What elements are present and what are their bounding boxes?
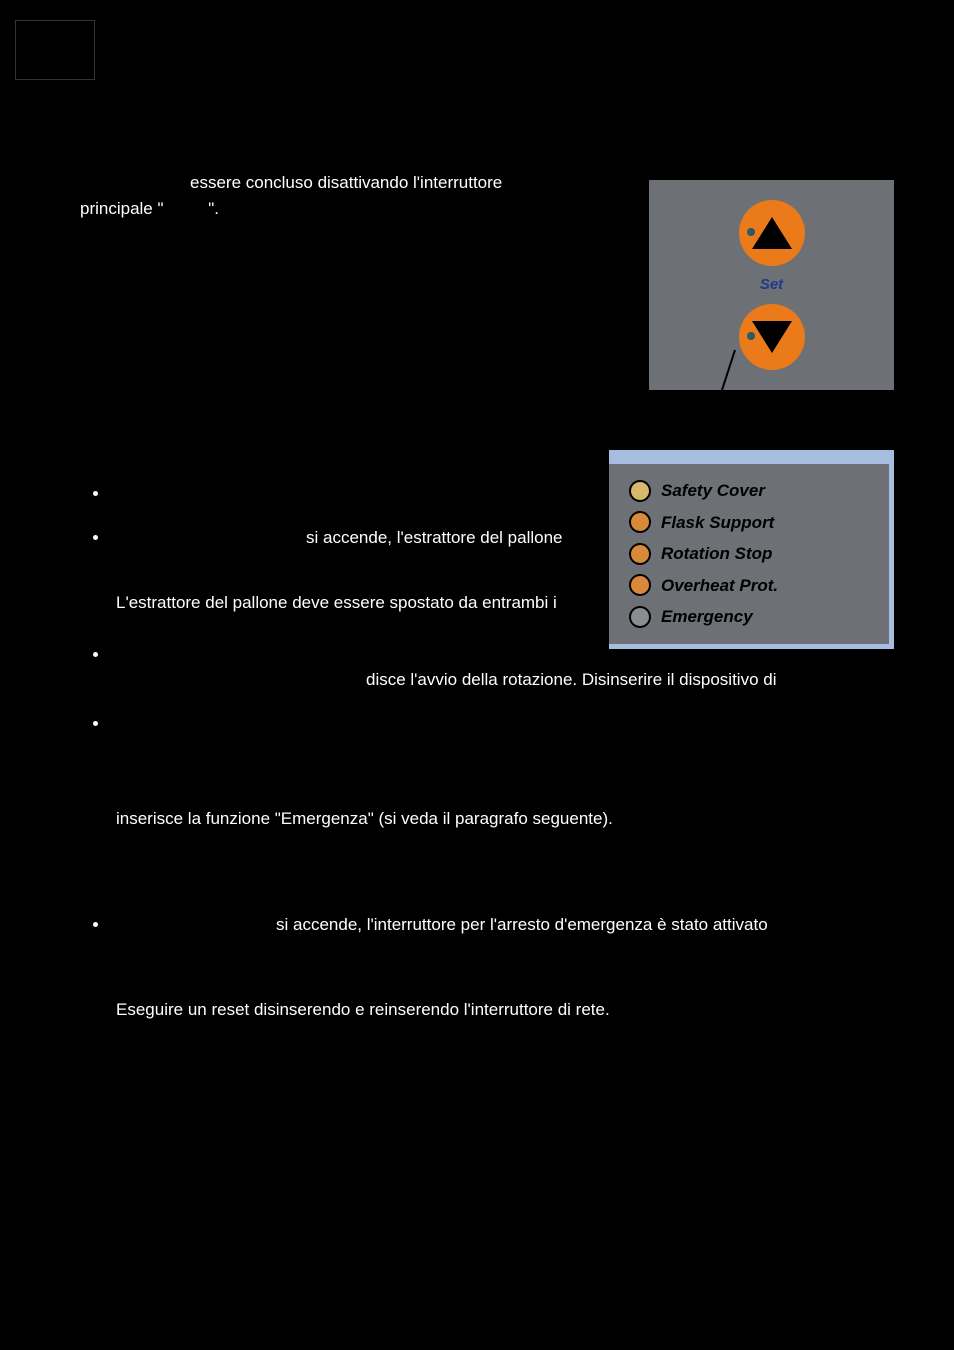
- text-block: inserisce la funzione "Emergenza" (si ve…: [116, 806, 894, 832]
- list-item: si accende, l'estrattore del pallone L'e…: [110, 525, 894, 616]
- text-fragment: ".: [208, 199, 219, 218]
- list-item: inserisce la funzione "Emergenza" (si ve…: [110, 711, 894, 832]
- text-fragment: [116, 711, 894, 737]
- text-fragment: si accende, l'interruttore per l'arresto…: [276, 915, 768, 934]
- text-block: Eseguire un reset disinserendo e reinser…: [116, 997, 894, 1023]
- text-block: L'estrattore del pallone deve essere spo…: [116, 590, 596, 616]
- list-item: [110, 481, 894, 507]
- intro-paragraph: essere concluso disattivando l'interrutt…: [80, 170, 600, 221]
- page-number-box: [15, 20, 95, 80]
- text-fragment: essere concluso disattivando l'interrutt…: [190, 173, 502, 192]
- list-item: si accende, l'interruttore per l'arresto…: [110, 912, 894, 1023]
- text-fragment: principale ": [80, 199, 164, 218]
- text-fragment: si accende, l'estrattore del pallone: [306, 528, 563, 547]
- text-fragment: disce l'avvio della rotazione. Disinseri…: [366, 670, 776, 689]
- list-item: disce l'avvio della rotazione. Disinseri…: [110, 642, 894, 693]
- text-fragment: [116, 481, 894, 507]
- text-fragment: si accende, l'estrattore del pallone: [116, 525, 894, 551]
- document-body: essere concluso disattivando l'interrutt…: [80, 170, 894, 1041]
- bullet-list: si accende, l'estrattore del pallone L'e…: [80, 481, 894, 1023]
- text-fragment: si accende, l'interruttore per l'arresto…: [116, 912, 894, 938]
- text-fragment: disce l'avvio della rotazione. Disinseri…: [116, 642, 894, 693]
